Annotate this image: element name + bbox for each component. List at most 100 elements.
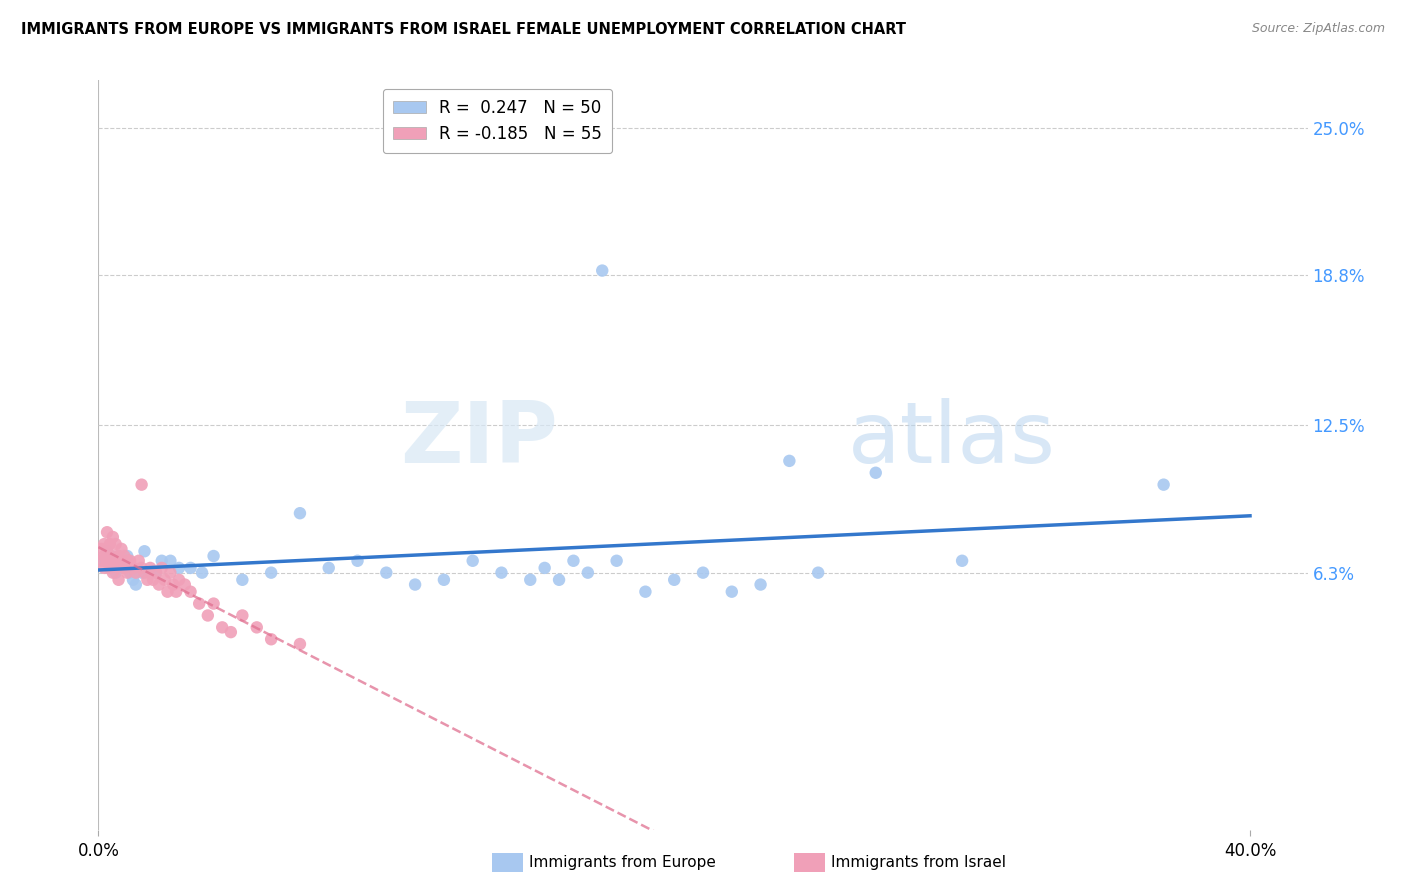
Point (288, 637, 311, 651)
Point (101, 530, 124, 544)
Point (159, 566, 181, 580)
Point (433, 573, 456, 587)
Point (145, 566, 167, 580)
Point (115, 549, 138, 563)
Point (125, 566, 148, 580)
Point (98, 554, 121, 568)
Point (159, 554, 181, 568)
Text: Immigrants from Israel: Immigrants from Israel (831, 855, 1005, 870)
Point (139, 561, 162, 575)
Point (202, 597, 225, 611)
Point (139, 566, 162, 580)
Point (664, 573, 686, 587)
Point (93, 549, 115, 563)
Point (188, 597, 211, 611)
Point (110, 541, 132, 556)
Point (519, 573, 541, 587)
Point (110, 554, 132, 568)
Point (491, 566, 513, 580)
Point (191, 566, 214, 580)
Point (96, 544, 118, 558)
Point (104, 566, 127, 580)
Point (375, 566, 398, 580)
Point (720, 584, 742, 599)
Point (104, 554, 127, 568)
Point (134, 544, 156, 558)
Point (93, 537, 115, 551)
Point (131, 561, 153, 575)
Point (107, 573, 129, 587)
Point (145, 566, 167, 580)
Point (202, 549, 225, 563)
Point (115, 554, 138, 568)
Point (180, 584, 202, 599)
Point (167, 561, 190, 575)
Point (533, 561, 555, 575)
Point (90, 554, 112, 568)
Point (562, 554, 585, 568)
Point (548, 573, 571, 587)
Point (112, 561, 135, 575)
Point (107, 561, 129, 575)
Text: ZIP: ZIP (401, 399, 558, 482)
Point (346, 554, 368, 568)
Point (122, 573, 145, 587)
Point (101, 549, 124, 563)
Point (136, 573, 159, 587)
Point (107, 549, 129, 563)
Point (260, 566, 283, 580)
Point (180, 561, 202, 575)
Point (606, 554, 628, 568)
Point (150, 554, 173, 568)
Point (461, 554, 484, 568)
Point (749, 577, 772, 591)
Point (1153, 477, 1175, 491)
Point (148, 577, 170, 591)
Point (107, 549, 129, 563)
Point (288, 506, 311, 520)
Point (591, 263, 613, 277)
Point (93, 561, 115, 575)
Point (778, 454, 800, 468)
Point (101, 561, 124, 575)
Point (634, 584, 657, 599)
Point (131, 477, 153, 491)
Point (807, 566, 830, 580)
Point (692, 566, 714, 580)
Point (131, 566, 153, 580)
Point (96, 544, 118, 558)
Point (98, 549, 121, 563)
Point (142, 573, 165, 587)
Point (260, 632, 283, 647)
Point (125, 577, 148, 591)
Point (231, 608, 253, 623)
Point (156, 584, 179, 599)
Point (404, 577, 426, 591)
Point (93, 554, 115, 568)
Point (197, 608, 219, 623)
Point (96, 525, 118, 540)
Point (112, 549, 135, 563)
Point (112, 561, 135, 575)
Text: IMMIGRANTS FROM EUROPE VS IMMIGRANTS FROM ISRAEL FEMALE UNEMPLOYMENT CORRELATION: IMMIGRANTS FROM EUROPE VS IMMIGRANTS FRO… (21, 22, 905, 37)
Point (90, 541, 112, 556)
Point (211, 620, 233, 634)
Point (120, 554, 142, 568)
Legend: R =  0.247   N = 50, R = -0.185   N = 55: R = 0.247 N = 50, R = -0.185 N = 55 (382, 88, 612, 153)
Point (246, 620, 269, 634)
Point (950, 554, 973, 568)
Text: Source: ZipAtlas.com: Source: ZipAtlas.com (1251, 22, 1385, 36)
Point (115, 566, 138, 580)
Point (153, 573, 176, 587)
Point (120, 566, 142, 580)
Point (104, 537, 127, 551)
Point (318, 561, 340, 575)
Text: atlas: atlas (848, 399, 1056, 482)
Point (96, 554, 118, 568)
Point (101, 566, 124, 580)
Point (173, 577, 195, 591)
Point (150, 561, 173, 575)
Point (231, 573, 253, 587)
Point (128, 554, 150, 568)
Point (162, 577, 184, 591)
